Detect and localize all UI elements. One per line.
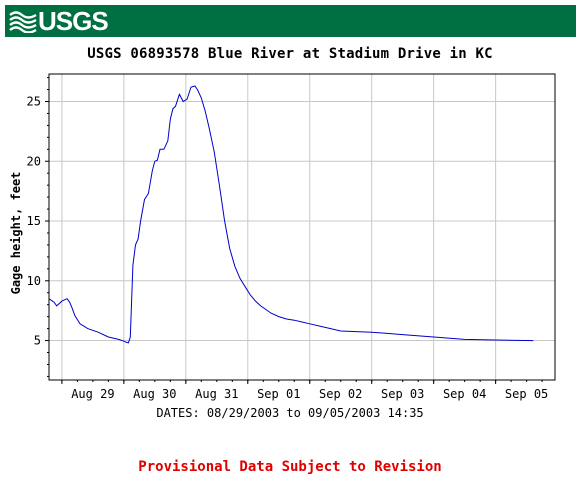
x-tick-label: Sep 02 — [319, 387, 362, 401]
usgs-banner: USGS — [5, 5, 576, 37]
plot-frame — [48, 73, 556, 381]
y-tick-label: 5 — [34, 334, 41, 348]
series-line-gage-height — [48, 85, 534, 344]
x-tick-label: Sep 01 — [257, 387, 300, 401]
y-axis-label: Gage height, feet — [9, 172, 23, 295]
x-axis-label-dates: DATES: 08/29/2003 to 09/05/2003 14:35 — [156, 406, 424, 420]
usgs-logo-text: USGS — [38, 6, 109, 36]
x-tick-label: Sep 05 — [505, 387, 548, 401]
x-tick-label: Aug 30 — [133, 387, 176, 401]
y-tick-label: 10 — [27, 274, 41, 288]
grid-lines — [49, 74, 555, 380]
y-tick-label: 20 — [27, 154, 41, 168]
x-tick-label: Aug 31 — [195, 387, 238, 401]
x-tick-label: Sep 03 — [381, 387, 424, 401]
x-tick-label: Aug 29 — [71, 387, 114, 401]
y-tick-label: 25 — [27, 94, 41, 108]
chart-title: USGS 06893578 Blue River at Stadium Driv… — [87, 46, 493, 62]
usgs-logo: USGS — [9, 6, 109, 36]
gage-height-chart: 5 10 15 20 25 Aug 29 Aug 30 Aug 31 Sep 01 Sep 02… — [9, 73, 556, 401]
provisional-notice: Provisional Data Subject to Revision — [138, 459, 442, 475]
y-tick-label: 15 — [27, 214, 41, 228]
y-axis-ticks: 5 10 15 20 25 — [27, 77, 49, 377]
usgs-wave-icon — [9, 11, 37, 33]
x-axis-ticks: Aug 29 Aug 30 Aug 31 Sep 01 Sep 02 Sep 03 Sep … — [61, 380, 548, 401]
x-tick-label: Sep 04 — [443, 387, 486, 401]
